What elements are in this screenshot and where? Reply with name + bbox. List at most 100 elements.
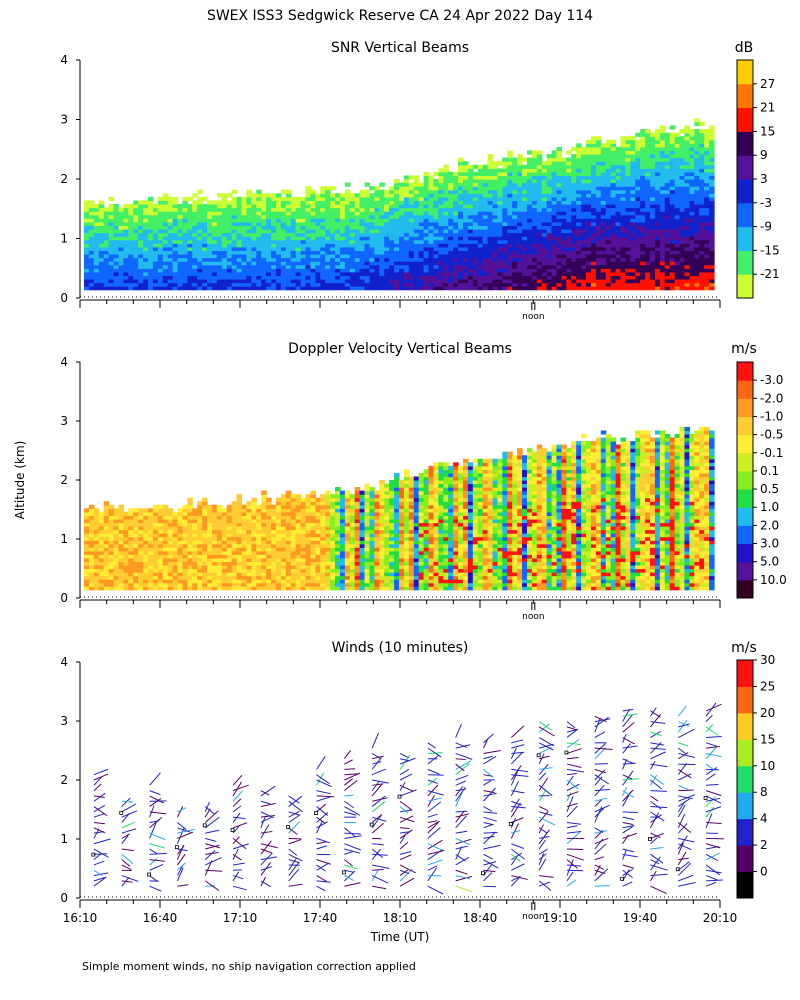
heatmap-cell (635, 286, 641, 291)
heatmap-cell (167, 196, 174, 202)
heatmap-cell (482, 250, 489, 255)
heatmap-cell (517, 221, 523, 227)
heatmap-cell (709, 179, 715, 184)
heatmap-cell (546, 164, 553, 169)
heatmap-cell (93, 568, 100, 573)
heatmap-cell (561, 171, 567, 177)
heatmap-cell (487, 228, 494, 234)
heatmap-cell (133, 264, 139, 269)
heatmap-cell (300, 196, 307, 202)
heatmap-cell (113, 268, 120, 273)
heatmap-cell (605, 282, 612, 287)
heatmap-cell (226, 515, 233, 520)
heatmap-cell (103, 214, 110, 219)
heatmap-cell (113, 214, 120, 219)
heatmap-cell (226, 557, 233, 563)
heatmap-cell (394, 182, 400, 187)
heatmap-cell (546, 168, 553, 173)
heatmap-cell (531, 189, 538, 194)
heatmap-cell (625, 214, 631, 219)
heatmap-cell (684, 239, 690, 244)
heatmap-cell (605, 179, 612, 184)
heatmap-cell (645, 278, 651, 284)
heatmap-cell (251, 207, 257, 212)
heatmap-cell (590, 146, 597, 152)
heatmap-cell (138, 568, 144, 573)
heatmap-cell (625, 196, 631, 202)
heatmap-cell (413, 264, 420, 269)
heatmap-cell (458, 179, 464, 184)
heatmap-cell (113, 550, 120, 555)
heatmap-cell (98, 228, 105, 234)
heatmap-cell (103, 243, 110, 248)
heatmap-cell (566, 189, 572, 194)
heatmap-cell (472, 186, 479, 191)
heatmap-cell (177, 515, 184, 520)
heatmap-cell (679, 200, 686, 205)
heatmap-cell (595, 250, 602, 255)
heatmap-cell (556, 225, 563, 230)
heatmap-cell (674, 143, 681, 148)
heatmap-cell (497, 246, 503, 251)
heatmap-cell (172, 239, 179, 244)
heatmap-cell (93, 518, 100, 524)
heatmap-cell (669, 261, 676, 266)
heatmap-cell (128, 225, 134, 230)
heatmap-cell (84, 575, 90, 580)
heatmap-cell (108, 214, 115, 219)
heatmap-cell (522, 211, 528, 216)
heatmap-cell (138, 232, 144, 237)
heatmap-cell (487, 203, 494, 209)
heatmap-cell (526, 207, 533, 212)
heatmap-cell (502, 218, 508, 223)
heatmap-cell (664, 186, 671, 191)
heatmap-cell (379, 214, 385, 219)
heatmap-cell (123, 529, 129, 534)
heatmap-cell (389, 228, 395, 234)
heatmap-cell (123, 575, 129, 580)
heatmap-cell (211, 554, 218, 559)
heatmap-cell (689, 182, 695, 187)
heatmap-cell (216, 572, 223, 577)
heatmap-cell (182, 526, 188, 531)
heatmap-cell (512, 189, 518, 194)
heatmap-cell (143, 575, 149, 580)
heatmap-cell (182, 225, 188, 230)
heatmap-cell (536, 161, 543, 166)
heatmap-cell (211, 282, 218, 287)
heatmap-cell (192, 278, 198, 284)
heatmap-cell (108, 526, 115, 531)
heatmap-cell (98, 257, 105, 262)
heatmap-cell (88, 511, 95, 516)
heatmap-cell (241, 261, 248, 266)
heatmap-cell (586, 182, 592, 187)
heatmap-cell (300, 218, 307, 223)
heatmap-cell (438, 264, 444, 269)
heatmap-cell (615, 250, 622, 255)
heatmap-cell (556, 203, 563, 209)
heatmap-cell (182, 275, 188, 280)
heatmap-cell (167, 508, 174, 513)
heatmap-cell (418, 268, 425, 273)
heatmap-cell (664, 179, 671, 184)
heatmap-cell (315, 278, 321, 284)
heatmap-cell (571, 186, 577, 191)
heatmap-cell (182, 228, 188, 234)
heatmap-cell (522, 286, 528, 291)
heatmap-cell (458, 211, 464, 216)
heatmap-cell (630, 161, 636, 166)
heatmap-cell (418, 282, 425, 287)
heatmap-cell (625, 236, 631, 241)
heatmap-cell (669, 182, 676, 187)
heatmap-cell (133, 250, 139, 255)
heatmap-cell (408, 225, 415, 230)
heatmap-cell (487, 179, 494, 184)
heatmap-cell (374, 221, 380, 227)
heatmap-cell (694, 257, 700, 262)
heatmap-cell (472, 282, 479, 287)
heatmap-cell (650, 146, 656, 152)
heatmap-cell (709, 168, 715, 173)
heatmap-cell (448, 253, 454, 259)
heatmap-cell (93, 286, 100, 291)
heatmap-cell (113, 282, 120, 287)
